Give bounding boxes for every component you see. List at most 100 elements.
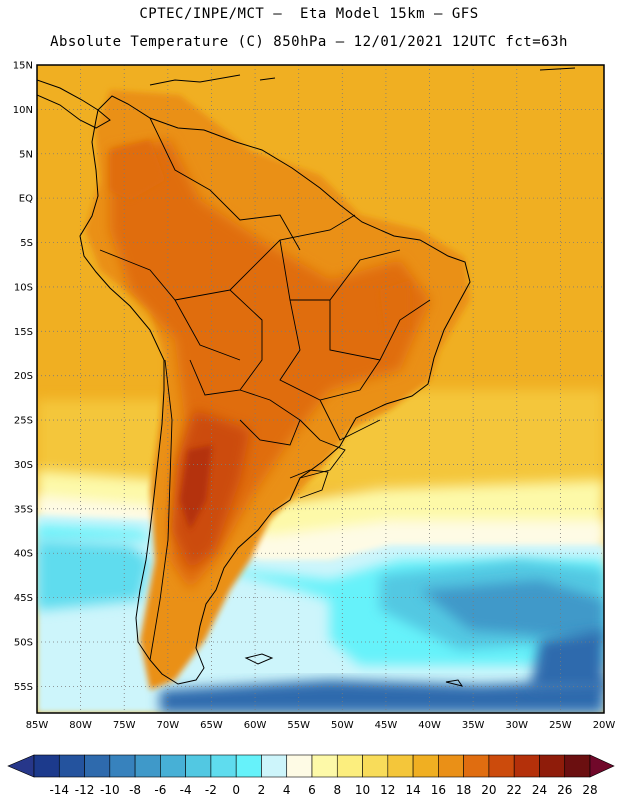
colorbar-swatch [387, 754, 414, 778]
colorbar-high-arrow [589, 754, 615, 778]
plot-frame [36, 64, 605, 714]
colorbar-tick-label: -14 [49, 783, 69, 797]
colorbar-swatch [286, 754, 313, 778]
colorbar-ticks: -14 -12 -10 -8 -6 -4 -2 0 2 4 6 8 10 12 14 16 18 20 22 24 26… [49, 783, 597, 797]
lon-label: 70W [157, 720, 180, 731]
lat-label: 15N [13, 61, 33, 72]
colorbar-tick-label: 18 [456, 783, 471, 797]
colorbar-swatch [261, 754, 288, 778]
colorbar-swatch [438, 754, 464, 778]
south-georgia [445, 679, 464, 687]
colorbar-tick-label: 12 [380, 783, 395, 797]
colorbar-tick-label: 10 [355, 783, 370, 797]
chart-subtitle: Absolute Temperature (C) 850hPa – 12/01/… [50, 34, 568, 50]
south-america-coast [79, 95, 471, 685]
lat-label: 15S [14, 327, 33, 338]
chart-title: CPTEC/INPE/MCT – Eta Model 15km – GFS [139, 6, 479, 22]
colorbar-swatch [539, 754, 566, 778]
colorbar-swatch [210, 754, 237, 778]
colorbar-tick-label: -10 [100, 783, 120, 797]
colorbar-swatch [463, 754, 490, 778]
lat-label: 10S [14, 282, 33, 293]
lon-label: 65W [200, 720, 223, 731]
colorbar-low-arrow [7, 754, 35, 778]
colorbar-swatch [336, 754, 363, 778]
colorbar-swatch [564, 754, 591, 778]
colorbar-swatch [160, 754, 186, 778]
longitude-labels: 85W 80W 75W 70W 65W 60W 55W 50W 45W 40W 35W 30W 25W 2… [26, 720, 616, 731]
colorbar-swatch [235, 754, 262, 778]
field-cold-deep-east [530, 630, 604, 690]
lon-label: 80W [69, 720, 92, 731]
colorbar-swatch [513, 754, 540, 778]
colorbar-tick-label: 20 [481, 783, 496, 797]
lon-label: 30W [505, 720, 528, 731]
colorbar-tick-label: -4 [180, 783, 192, 797]
latitude-labels: 15N 10N 5N EQ 5S 10S 15S 20S 25S 30S 35S 40S 45S 50S 5… [13, 61, 33, 693]
falklands [244, 653, 274, 665]
field-cold-deep [160, 680, 604, 713]
lon-label: 55W [287, 720, 310, 731]
field-land-peak [180, 445, 212, 530]
colorbar-swatch [84, 754, 111, 778]
colorbar-swatch [311, 754, 338, 778]
field-land-north-peak [110, 140, 165, 200]
lat-label: 40S [14, 549, 33, 560]
lon-label: 85W [26, 720, 49, 731]
colorbar-tick-label: -8 [129, 783, 141, 797]
colorbar-tick-label: -12 [75, 783, 95, 797]
central-america-coast [37, 79, 111, 129]
lat-label: 30S [14, 460, 33, 471]
colorbar-tick-label: 0 [232, 783, 240, 797]
colorbar-tick-label: 6 [308, 783, 316, 797]
lon-label: 25W [549, 720, 572, 731]
field-ocean-mid-west [37, 400, 167, 480]
colorbar-tick-label: 2 [258, 783, 266, 797]
border-uruguay [289, 469, 329, 499]
lat-label: 5S [20, 238, 33, 249]
lat-label: 5N [19, 149, 33, 160]
field-land-ne-peak [380, 280, 410, 330]
colorbar-swatch [488, 754, 515, 778]
colorbar-swatch [134, 754, 161, 778]
caribbean-islands [149, 67, 576, 86]
colorbar-swatch [412, 754, 439, 778]
lon-label: 40W [418, 720, 441, 731]
colorbar-tick-label: -2 [205, 783, 217, 797]
lon-label: 20W [593, 720, 616, 731]
colorbar-tick-label: 4 [283, 783, 291, 797]
temperature-field [37, 65, 604, 713]
lon-label: 45W [375, 720, 398, 731]
colorbar-tick-label: 14 [405, 783, 420, 797]
colorbar-tick-label: 22 [507, 783, 522, 797]
colorbar-tick-label: -6 [154, 783, 166, 797]
lat-label: 35S [14, 504, 33, 515]
border-colombia-venezuela [149, 117, 301, 251]
field-cold-west [37, 540, 150, 610]
brazil-states [279, 239, 431, 441]
colorbar-swatch [185, 754, 212, 778]
colorbar-swatch [33, 754, 60, 778]
lat-label: EQ [19, 194, 33, 205]
colorbar-swatch [362, 754, 389, 778]
colorbar-tick-label: 16 [431, 783, 446, 797]
colorbar-tick-label: 24 [532, 783, 547, 797]
lat-lon-grid [37, 65, 604, 713]
colorbar [7, 754, 615, 778]
border-chile-argentina [149, 359, 173, 661]
colorbar-tick-label: 26 [557, 783, 572, 797]
border-brazil-west [229, 214, 356, 291]
colorbar-tick-label: 8 [333, 783, 341, 797]
colorbar-tick-label: 28 [582, 783, 597, 797]
border-paraguay [239, 389, 301, 446]
field-cold-blue [420, 580, 604, 640]
lon-label: 60W [244, 720, 267, 731]
border-argentina-brazil [299, 419, 346, 479]
lon-label: 50W [331, 720, 354, 731]
lat-label: 45S [14, 593, 33, 604]
lat-label: 55S [14, 682, 33, 693]
lat-label: 10N [13, 105, 33, 116]
lat-label: 50S [14, 637, 33, 648]
lon-label: 35W [462, 720, 485, 731]
colorbar-swatch [109, 754, 136, 778]
